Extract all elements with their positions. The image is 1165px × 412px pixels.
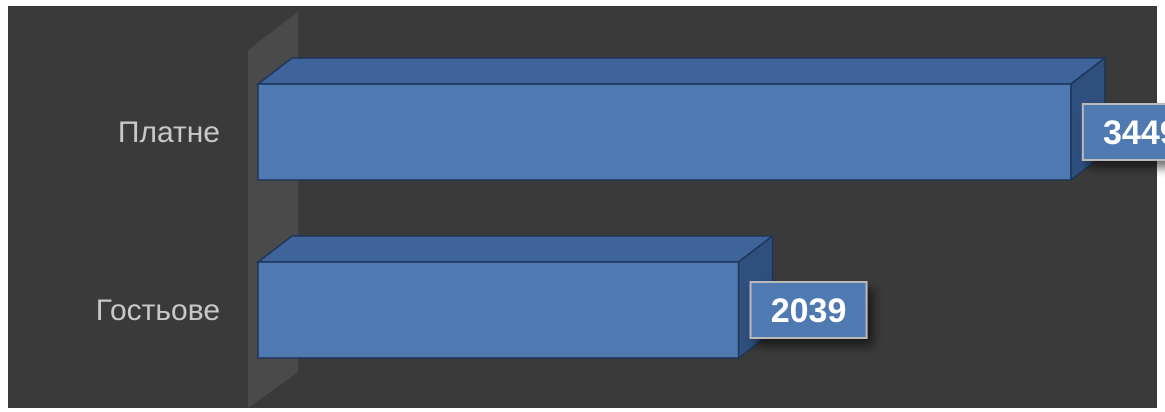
category-label: Гостьове xyxy=(96,294,220,327)
data-label-box xyxy=(749,281,868,339)
data-label-box xyxy=(1081,103,1165,161)
bar-top-face xyxy=(255,235,775,263)
category-label: Платне xyxy=(118,116,220,149)
bar-top-face xyxy=(255,57,1108,85)
bar xyxy=(257,83,1072,181)
data-label: 2039 xyxy=(771,292,847,330)
bar xyxy=(257,261,740,359)
data-label: 3449 xyxy=(1103,114,1165,152)
